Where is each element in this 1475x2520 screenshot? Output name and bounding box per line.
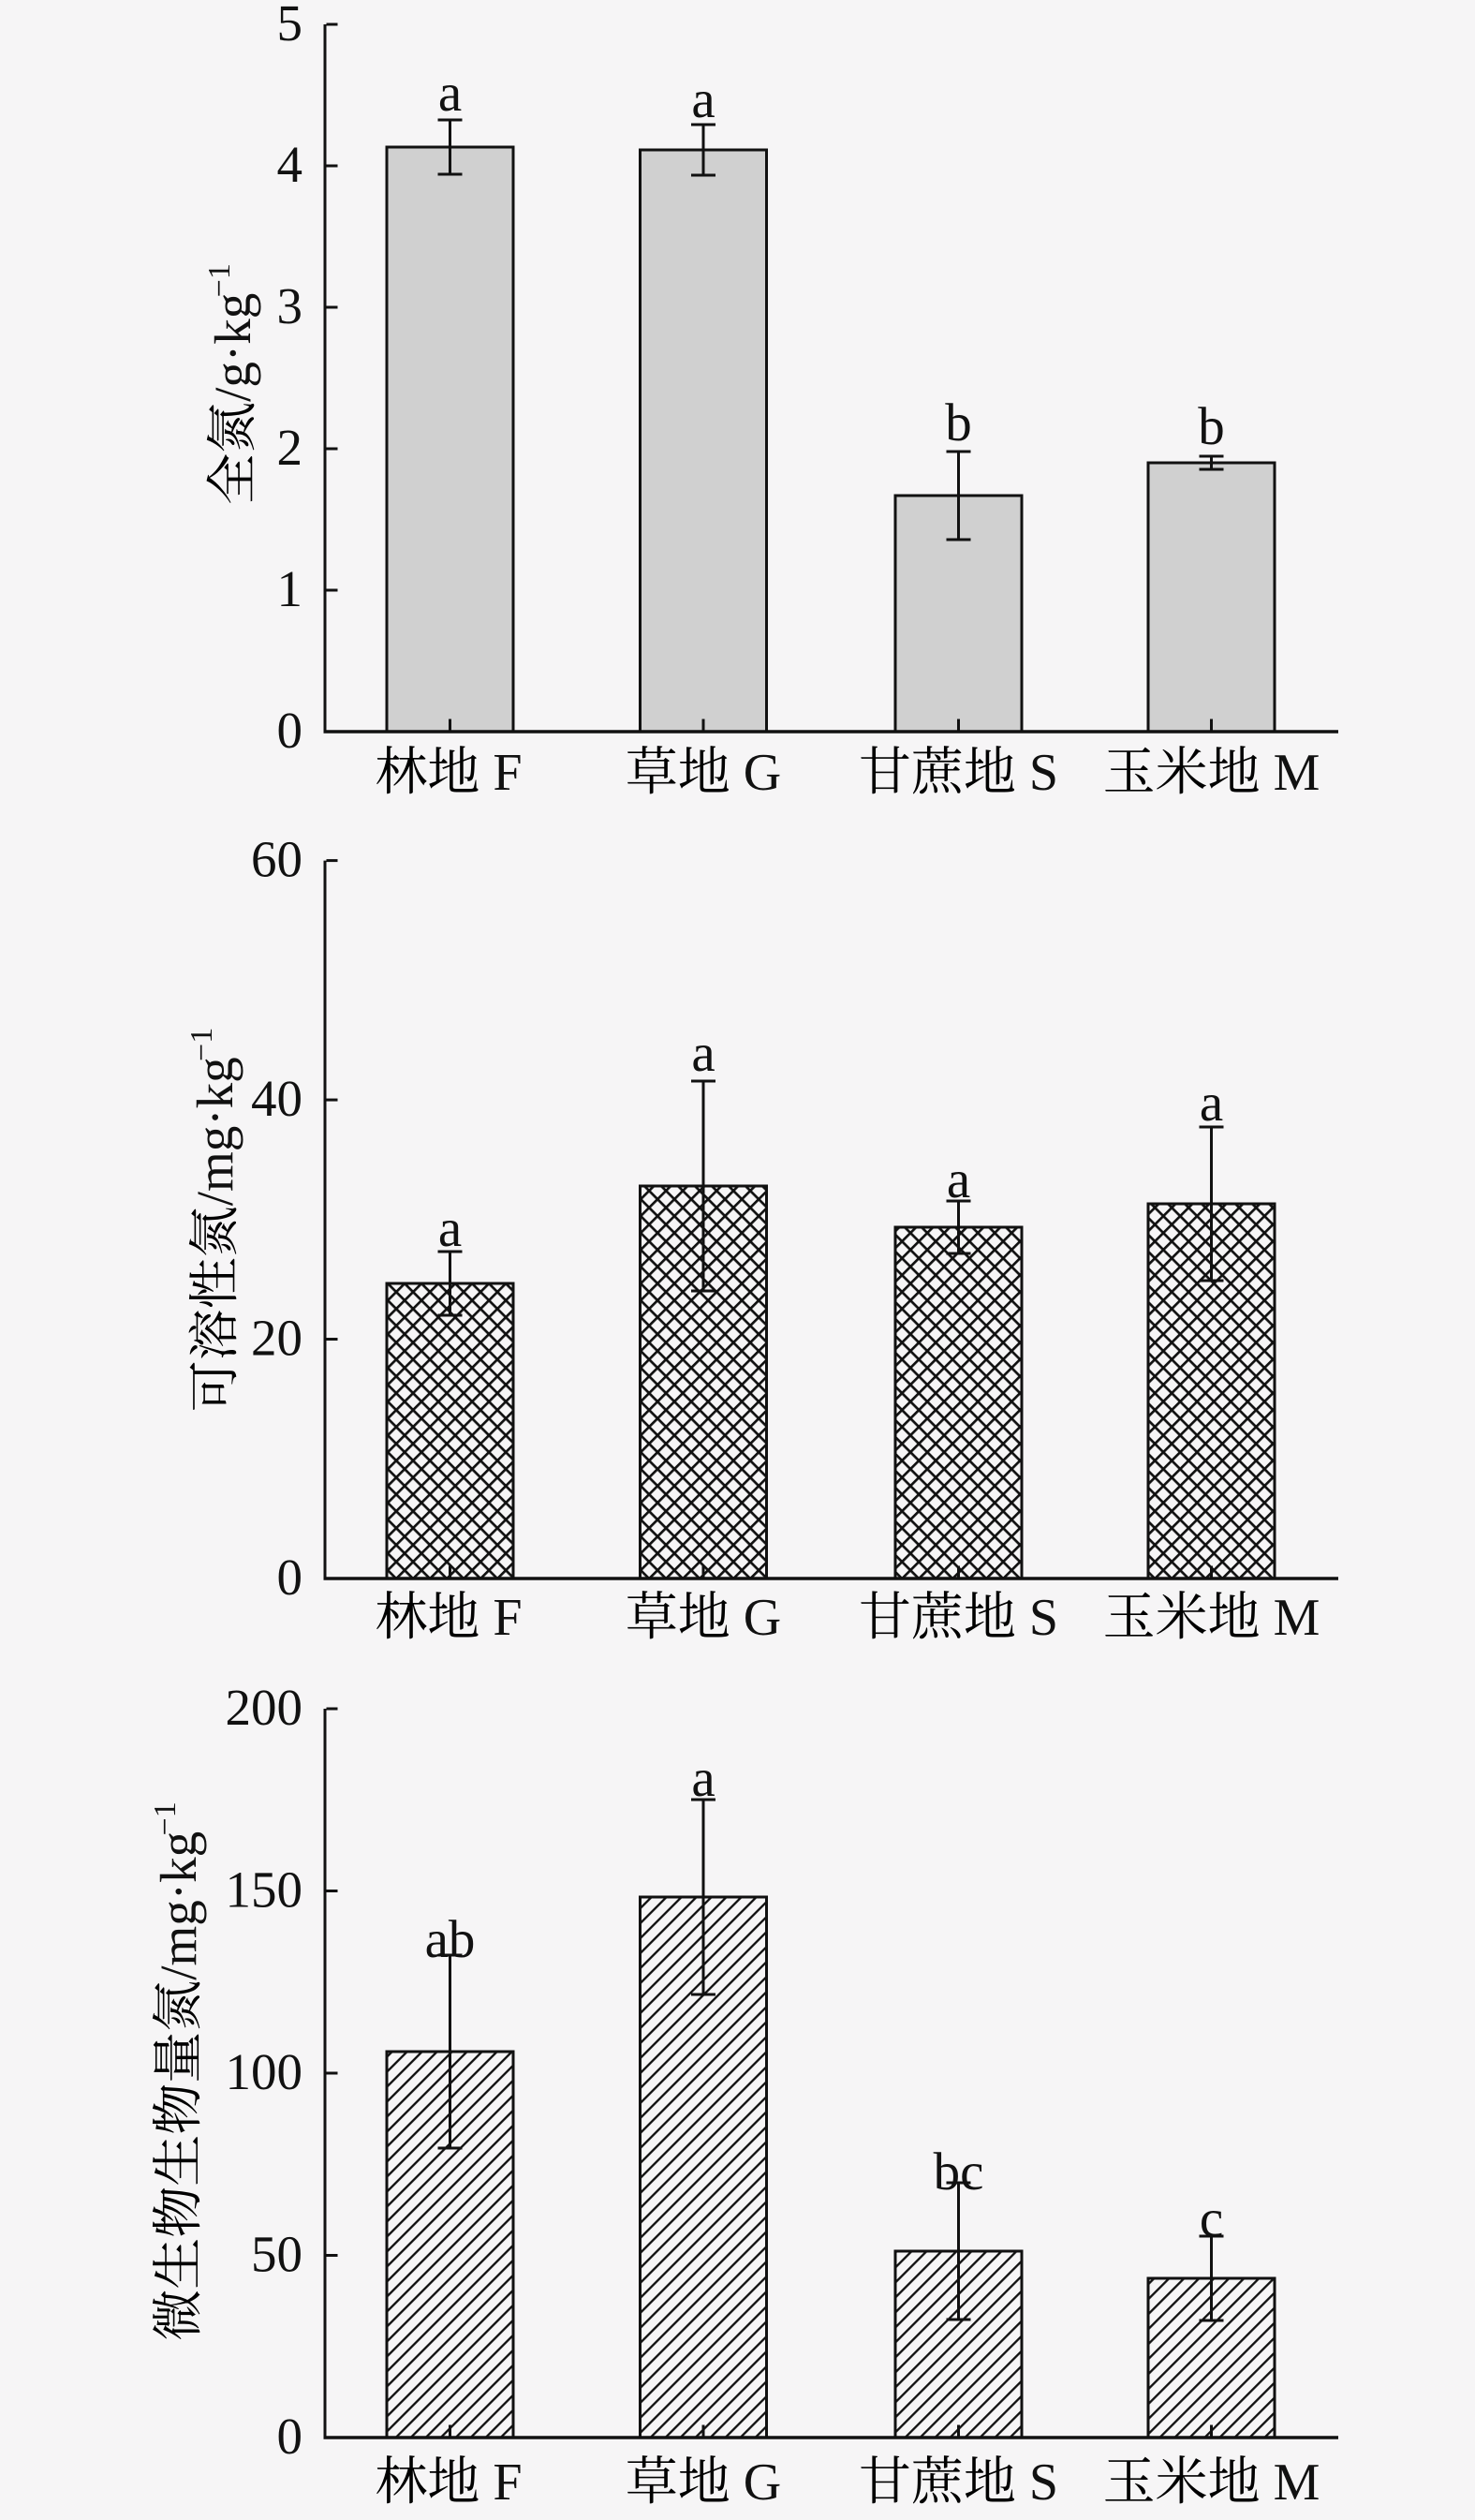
svg-text:a: a <box>691 1749 715 1808</box>
svg-text:F: F <box>479 1589 522 1647</box>
svg-text:F: F <box>479 744 522 802</box>
svg-text:M: M <box>1261 2453 1320 2512</box>
svg-text:3: 3 <box>277 277 303 334</box>
svg-text:0: 0 <box>277 1549 303 1606</box>
svg-text:S: S <box>1016 2453 1058 2512</box>
svg-text:5: 5 <box>277 0 303 52</box>
svg-text:a: a <box>1200 1074 1223 1133</box>
svg-text:−1: −1 <box>148 1801 183 1835</box>
svg-text:60: 60 <box>251 831 302 888</box>
svg-text:4: 4 <box>277 136 303 193</box>
svg-text:2: 2 <box>277 419 303 476</box>
svg-text:a: a <box>438 64 462 123</box>
svg-text:a: a <box>691 1024 715 1083</box>
svg-text:G: G <box>730 1589 781 1647</box>
svg-text:ab: ab <box>425 1910 476 1969</box>
svg-text:1: 1 <box>277 560 303 617</box>
svg-text:M: M <box>1261 1589 1320 1647</box>
svg-text:b: b <box>945 393 972 452</box>
svg-text:c: c <box>1200 2189 1223 2248</box>
svg-text:G: G <box>730 2453 781 2512</box>
svg-text:G: G <box>730 744 781 802</box>
svg-text:a: a <box>947 1150 970 1209</box>
svg-text:40: 40 <box>251 1070 302 1127</box>
svg-text:/g·kg: /g·kg <box>204 293 261 402</box>
svg-text:b: b <box>1198 397 1225 456</box>
svg-text:−1: −1 <box>202 263 237 297</box>
svg-text:200: 200 <box>226 1679 303 1736</box>
svg-text:a: a <box>691 70 715 129</box>
svg-text:/mg·kg: /mg·kg <box>186 1057 243 1206</box>
svg-text:50: 50 <box>251 2226 302 2283</box>
svg-text:F: F <box>479 2453 522 2512</box>
svg-text:150: 150 <box>226 1861 303 1919</box>
svg-text:bc: bc <box>934 2142 984 2201</box>
svg-text:S: S <box>1016 744 1058 802</box>
svg-text:/mg·kg: /mg·kg <box>150 1831 207 1980</box>
svg-text:0: 0 <box>277 2408 303 2465</box>
svg-text:20: 20 <box>251 1310 302 1367</box>
svg-text:0: 0 <box>277 702 303 759</box>
svg-text:100: 100 <box>226 2043 303 2100</box>
svg-text:S: S <box>1016 1589 1058 1647</box>
svg-text:a: a <box>438 1199 462 1258</box>
svg-text:M: M <box>1261 744 1320 802</box>
svg-text:−1: −1 <box>184 1028 219 1061</box>
